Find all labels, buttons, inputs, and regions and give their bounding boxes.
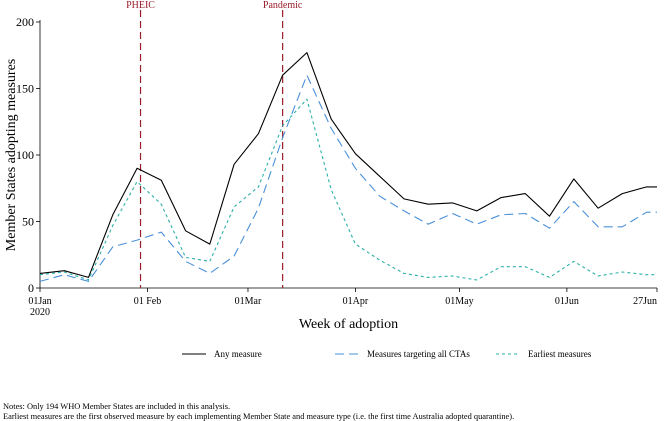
- series-lines: [39, 52, 657, 282]
- x-tick-label: 01 Feb: [134, 296, 162, 307]
- y-tick-label: 0: [28, 281, 34, 295]
- series-line-earliest-measures: [39, 98, 657, 281]
- y-tick-label: 150: [16, 82, 34, 96]
- x-tick-label: 27Jun: [633, 296, 657, 307]
- x-tick-label: 01Jan: [28, 296, 51, 307]
- legend: Any measure Measures targeting all CTAs Ea…: [182, 349, 592, 359]
- x-tick-label: 01Mar: [235, 296, 262, 307]
- reference-label-pandemic: Pandemic: [263, 0, 303, 11]
- y-tick-label: 100: [16, 148, 34, 162]
- legend-label: Any measure: [214, 349, 262, 359]
- notes: Notes: Only 194 WHO Member States are in…: [3, 402, 514, 421]
- axis-labels: Week of adoption Member States adopting m…: [4, 59, 398, 332]
- x-axis-title: Week of adoption: [299, 317, 398, 332]
- series-line-any-measure: [39, 52, 657, 278]
- y-tick-label: 200: [16, 15, 34, 29]
- reference-label-pheic: PHEIC: [126, 0, 155, 11]
- y-axis-title: Member States adopting measures: [4, 59, 19, 251]
- x-tick-sublabel: 2020: [30, 307, 50, 318]
- legend-label: Measures targeting all CTAs: [367, 349, 470, 359]
- x-tick-label: 01Jun: [555, 296, 579, 307]
- reference-lines: PHEIC Pandemic: [126, 0, 303, 288]
- series-line-measures-targeting-all-ctas: [39, 74, 657, 282]
- legend-label: Earliest measures: [528, 349, 592, 359]
- y-tick-label: 50: [22, 215, 34, 229]
- x-tick-label: 01Apr: [343, 296, 369, 307]
- x-tick-label: 01May: [445, 296, 473, 307]
- notes-line-2: Earliest measures are the first observed…: [3, 411, 515, 421]
- notes-line-1: Notes: Only 194 WHO Member States are in…: [3, 402, 231, 411]
